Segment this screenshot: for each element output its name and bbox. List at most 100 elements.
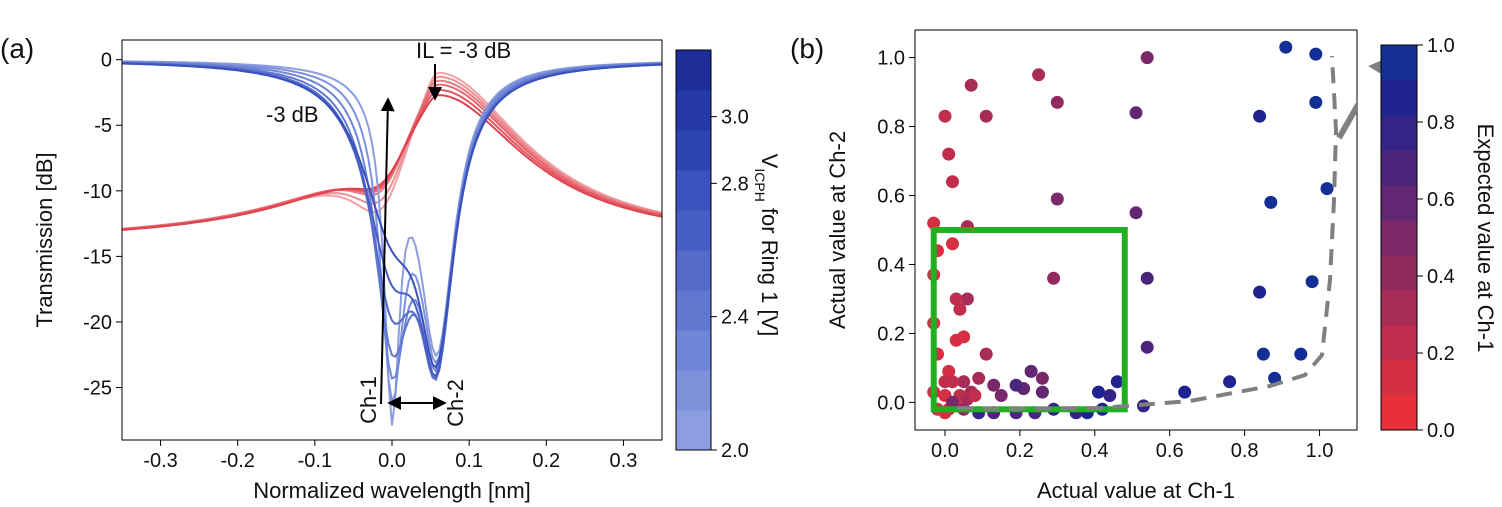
x-tick-label: 0.2 (1006, 440, 1034, 462)
colorbar-segment (676, 130, 711, 171)
scatter-point (1320, 182, 1334, 196)
scatter-point (979, 109, 993, 123)
colorbar-segment (1381, 255, 1417, 291)
annotation-il: IL = -3 dB (416, 38, 511, 63)
scatter-point (1140, 51, 1154, 65)
scatter-point (1024, 364, 1038, 378)
scatter-point (964, 78, 978, 92)
scatter-point (927, 216, 941, 230)
colorbar-segment (676, 250, 711, 291)
scatter-point (1047, 271, 1061, 285)
colorbar-segment (1381, 115, 1417, 151)
colorbar-segment (1381, 45, 1417, 81)
scatter-point (994, 389, 1008, 402)
panel-b: (b) 0.0 0.2 0.4 0.6 0.8 1.0 0.0 0.2 0.4 0.6 0.8 1.… (790, 29, 1498, 503)
ring2-curve (122, 88, 662, 231)
y-tick-label: 0.2 (877, 323, 905, 345)
scatter-point (1256, 347, 1270, 361)
panel-a-x-ticks: -0.3 -0.2 -0.1 0.0 0.1 0.2 0.3 (143, 440, 637, 472)
colorbar-tick-label: 3.0 (721, 107, 749, 129)
panel-b-colorbar-ticks: 0.0 0.2 0.4 0.6 0.8 1.0 (1417, 35, 1455, 442)
scatter-point (1279, 40, 1293, 54)
colorbar-segment (1381, 395, 1417, 431)
scatter-point (942, 147, 956, 161)
colorbar-tick-label: 0.0 (1427, 420, 1455, 442)
scatter-point (1050, 95, 1064, 109)
panel-a-y-ticks: 0 -5 -10 -15 -20 -25 (83, 50, 122, 400)
x-tick-label: -0.1 (298, 450, 332, 472)
scatter-point (946, 175, 959, 189)
scatter-point (1110, 375, 1124, 389)
scatter-point (1294, 347, 1308, 361)
3db-arrow (380, 97, 395, 405)
scatter-point (1253, 109, 1267, 123)
scatter-point (1178, 385, 1192, 399)
boundary-curve (956, 55, 1339, 412)
colorbar-segment (1381, 325, 1417, 361)
y-tick-label: 0 (101, 50, 112, 72)
scatter-point (946, 395, 959, 409)
colorbar-segment (676, 410, 711, 451)
scatter-point (1129, 206, 1143, 220)
panel-a-colorbar (676, 50, 711, 451)
scatter-point (949, 292, 963, 306)
scatter-point (1009, 378, 1023, 392)
colorbar-tick-label: 0.2 (1427, 343, 1455, 365)
x-tick-label: -0.2 (220, 450, 254, 472)
y-tick-label: -25 (83, 378, 112, 400)
panel-b-label: (b) (790, 33, 824, 64)
highlight-box (930, 227, 1128, 413)
x-tick-label: 0.0 (378, 450, 406, 472)
ring2-curve (122, 83, 662, 231)
x-tick-label: 0.8 (1231, 440, 1259, 462)
colorbar-tick-label: 2.4 (721, 307, 749, 329)
colorbar-segment (676, 170, 711, 211)
panel-a-label: (a) (0, 33, 34, 64)
y-tick-label: -5 (94, 115, 112, 137)
panel-a: (a) -0.3 -0.2 -0.1 0.0 0.1 0.2 0.3 0 -5 -10 -15 -2… (0, 33, 782, 503)
x-tick-label: 0.1 (455, 450, 483, 472)
colorbar-segment (1381, 360, 1417, 396)
scatter-point (1140, 340, 1154, 354)
annotation-ch1: Ch-1 (356, 376, 381, 424)
x-tick-label: 0.2 (532, 450, 560, 472)
x-tick-label: 0.0 (931, 440, 959, 462)
ring1-curve (122, 60, 662, 406)
y-tick-label: 0.0 (877, 392, 905, 414)
colorbar-tick-label: 2.8 (721, 173, 749, 195)
panel-b-colorbar (1381, 45, 1417, 431)
panel-b-x-label: Actual value at Ch-1 (1037, 478, 1235, 503)
scatter-point (1140, 271, 1154, 285)
panel-b-frame (914, 29, 1358, 431)
panel-a-colorbar-frame (675, 49, 712, 451)
ring2-curve (122, 75, 662, 230)
scatter-point (942, 364, 956, 378)
colorbar-segment (1381, 185, 1417, 221)
panel-a-colorbar-ticks: 2.0 2.4 2.8 3.0 (711, 107, 749, 462)
colorbar-tick-label: 0.6 (1427, 189, 1455, 211)
y-tick-label: 1.0 (877, 48, 905, 70)
scatter-point (957, 375, 971, 389)
scatter-point (953, 302, 967, 316)
scatter-point (957, 330, 971, 344)
colorbar-segment (676, 210, 711, 251)
colorbar-tick-label: 1.0 (1427, 35, 1455, 57)
x-tick-label: -0.3 (143, 450, 177, 472)
ring2-curve (122, 94, 662, 231)
colorbar-segment (1381, 220, 1417, 256)
x-tick-label: 0.6 (1156, 440, 1184, 462)
colorbar-tick-label: 0.4 (1427, 266, 1455, 288)
scatter-point (1253, 285, 1267, 299)
x-tick-label: 0.4 (1081, 440, 1109, 462)
panel-b-x-ticks: 0.0 0.2 0.4 0.6 0.8 1.0 (931, 430, 1333, 462)
ring1-curve (122, 62, 662, 370)
colorbar-tick-label: 0.8 (1427, 112, 1455, 134)
ring2-curve (122, 79, 662, 230)
scatter-point (987, 378, 1001, 392)
panel-a-x-label: Normalized wavelength [nm] (253, 478, 531, 503)
ring2-curve (122, 71, 662, 230)
x-tick-label: 0.3 (610, 450, 638, 472)
colorbar-segment (676, 90, 711, 131)
panel-a-series (122, 60, 662, 426)
colorbar-tick-label: 2.0 (721, 440, 749, 462)
